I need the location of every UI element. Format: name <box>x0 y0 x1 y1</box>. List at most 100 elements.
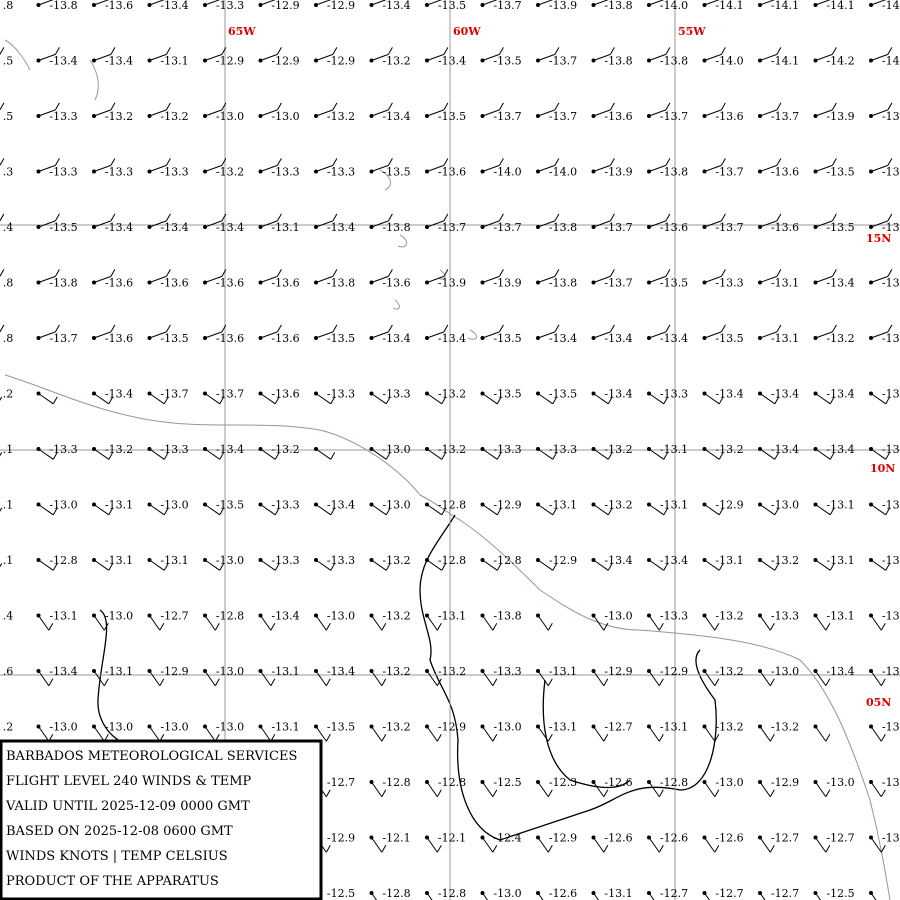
temperature: .6 <box>3 665 14 678</box>
temperature: -13.1 <box>105 554 133 567</box>
wind-barb <box>480 613 498 631</box>
temperature: .8 <box>3 0 14 12</box>
barb-staff <box>204 448 221 460</box>
barb-staff <box>815 726 827 742</box>
barb-feather <box>774 396 780 405</box>
temperature: -13.0 <box>160 499 188 512</box>
wind-barb <box>147 102 171 118</box>
temperature: -12.8 <box>382 776 410 789</box>
barb-staff <box>482 559 498 571</box>
barb-feather <box>385 452 391 460</box>
barb-staff <box>93 220 112 228</box>
temperature: -13.4 <box>160 0 188 12</box>
barb-feather <box>214 678 220 686</box>
wind-barb <box>425 613 442 631</box>
wind-barb <box>314 558 336 571</box>
barb-feather <box>665 47 671 55</box>
barb-staff <box>315 53 334 61</box>
wind-barb <box>591 391 613 405</box>
temperature: -12.9 <box>271 0 299 12</box>
barb-feather <box>332 213 338 222</box>
barb-staff <box>93 670 105 687</box>
temperature: -13.3 <box>160 166 188 179</box>
wind-barb <box>425 724 442 742</box>
wind-barb <box>425 158 449 174</box>
barb-feather <box>325 789 331 797</box>
temperature: -13.1 <box>105 499 133 512</box>
barb-feather <box>880 844 886 853</box>
barb-staff <box>648 615 660 631</box>
barb-staff <box>593 0 609 6</box>
wind-barb <box>369 0 387 7</box>
barb-feather <box>829 563 835 571</box>
wind-barb <box>36 613 54 631</box>
temperature: -13.8 <box>882 110 900 123</box>
barb-staff <box>704 726 716 742</box>
barb-feather <box>498 324 504 333</box>
barb-staff <box>648 53 667 61</box>
wind-barb <box>591 447 613 460</box>
barb-staff <box>426 448 443 460</box>
wind-barb <box>92 502 114 516</box>
barb-feather <box>825 622 831 631</box>
temperature: -13.9 <box>549 0 577 12</box>
temperature: -12.9 <box>160 665 188 678</box>
barb-feather <box>714 622 720 631</box>
wind-barb <box>536 724 553 742</box>
temperature: -13.4 <box>105 388 133 401</box>
temperature: -13.1 <box>271 665 299 678</box>
barb-staff <box>537 164 556 172</box>
temperature: -13.5 <box>493 55 521 68</box>
temperature: -13.5 <box>660 277 688 290</box>
temperature: -12.7 <box>160 610 188 623</box>
temperature: -13.7 <box>549 55 577 68</box>
temperature: -13.8 <box>493 610 521 623</box>
barb-staff <box>593 504 609 516</box>
wind-barb <box>480 213 504 229</box>
temperature: -13.2 <box>160 110 188 123</box>
wind-barb <box>869 447 891 460</box>
temperature-labels: .8 -13.8 -13.6 -13.4 -13.3 -12.9 -12.9 -13.4 -13… <box>3 0 900 900</box>
wind-barb <box>591 102 615 118</box>
barb-feather <box>498 269 504 277</box>
wind-barb <box>425 447 447 460</box>
barb-feather <box>554 213 560 222</box>
wind-barb <box>480 891 489 900</box>
wind-barb <box>0 47 5 55</box>
temperature: -13.2 <box>382 55 410 68</box>
barb-staff <box>38 0 54 6</box>
temperature: -13.8 <box>49 0 77 12</box>
temperature: -13.8 <box>327 277 355 290</box>
barb-feather <box>609 324 615 333</box>
barb-feather <box>714 733 720 742</box>
barb-staff <box>815 109 833 117</box>
temperature: -13.3 <box>271 166 299 179</box>
barb-feather <box>108 452 114 460</box>
barb-feather <box>0 269 5 277</box>
barb-feather <box>159 678 165 686</box>
barb-staff <box>759 892 766 900</box>
barb-feather <box>880 678 886 686</box>
wind-barb <box>147 269 171 285</box>
barb-staff <box>426 837 438 853</box>
temperature: -13.1 <box>826 554 854 567</box>
temperature: -12.5 <box>826 887 854 900</box>
temperature: -13.0 <box>882 832 900 845</box>
wind-barb <box>702 502 724 516</box>
barb-staff <box>315 504 332 516</box>
barb-staff <box>204 615 216 631</box>
barb-feather <box>381 622 387 631</box>
barb-feather <box>714 789 720 797</box>
barb-feather <box>221 324 227 333</box>
barb-staff <box>593 559 609 571</box>
barb-feather <box>165 324 171 333</box>
barb-staff <box>371 220 389 228</box>
barb-staff <box>759 837 771 853</box>
temperature: .4 <box>3 610 14 623</box>
barb-staff <box>593 220 611 228</box>
barb-feather <box>547 789 553 797</box>
latitude-label: 15N <box>866 232 891 245</box>
temperature: -13.3 <box>49 110 77 123</box>
barb-feather <box>769 622 775 631</box>
